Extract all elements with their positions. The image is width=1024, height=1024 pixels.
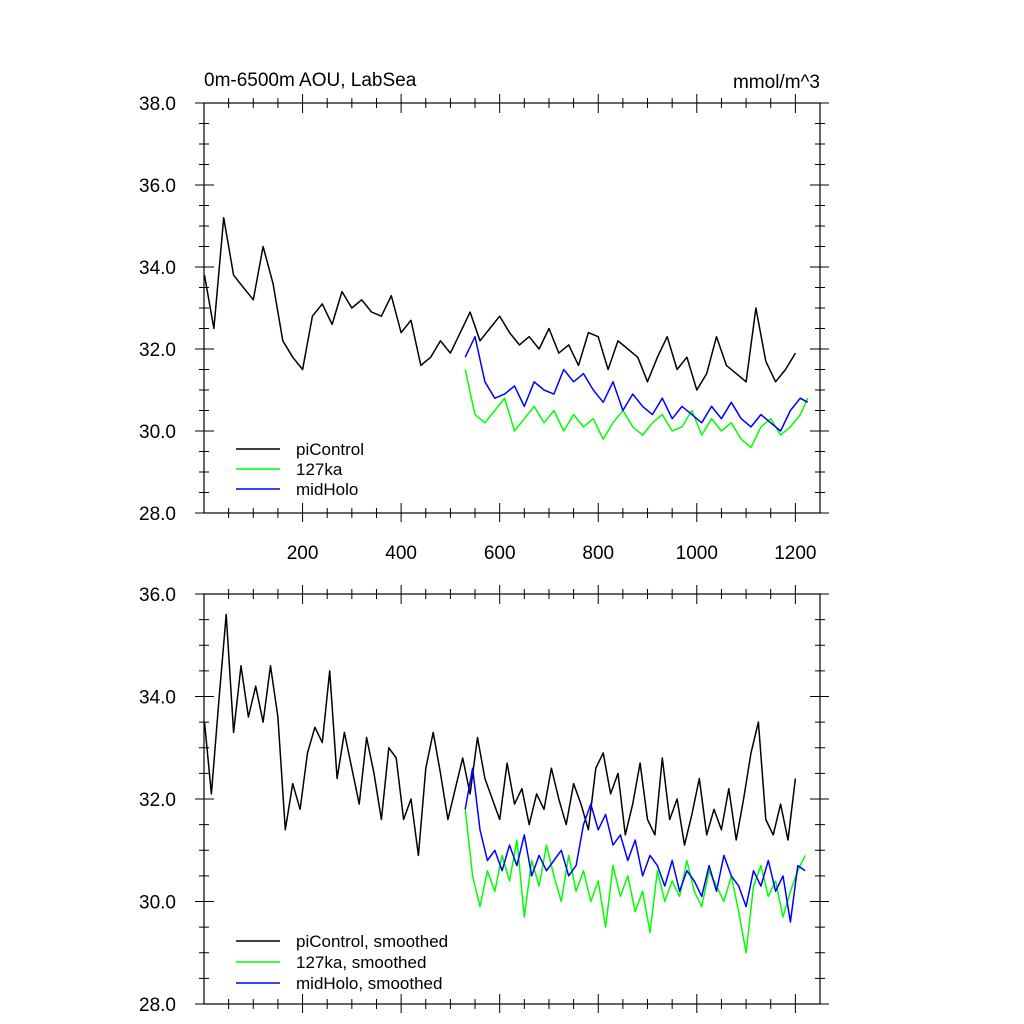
bottom-series-picontrol-smoothed: [203, 613, 797, 857]
y-tick-label: 30.0: [139, 893, 176, 914]
chart-title: 0m-6500m AOU, LabSea: [204, 70, 417, 91]
bottom-series-127ka-smoothed: [464, 809, 806, 954]
legend-label: midHolo: [296, 480, 358, 499]
top-series-127ka: [464, 369, 809, 449]
units-label: mmol/m^3: [733, 72, 820, 93]
legend-label: piControl: [296, 440, 364, 459]
top-series-midholo: [464, 335, 809, 432]
y-tick-label: 38.0: [139, 94, 176, 115]
legend-label: 127ka, smoothed: [296, 953, 426, 972]
y-tick-label: 28.0: [139, 995, 176, 1016]
y-tick-label: 34.0: [139, 258, 176, 279]
x-tick-label: 400: [385, 543, 417, 564]
x-tick-label: 600: [484, 543, 516, 564]
y-tick-label: 34.0: [139, 688, 176, 709]
x-tick-label: 1200: [774, 543, 816, 564]
bottom-series-group: [203, 613, 806, 954]
bottom-panel: 28.0 30.0 32.0 34.0 36.0 piControl, smoothed…: [139, 585, 829, 1016]
top-series-picontrol: [203, 217, 797, 391]
x-tick-label: 800: [582, 543, 614, 564]
legend-label: 127ka: [296, 460, 343, 479]
bottom-series-midholo-smoothed: [464, 767, 806, 923]
top-panel: 0m-6500m AOU, LabSea mmol/m^3 28.0 30.0 32…: [139, 70, 829, 564]
legend-label: midHolo, smoothed: [296, 974, 442, 993]
legend-label: piControl, smoothed: [296, 932, 448, 951]
top-plot-frame: [203, 102, 821, 514]
y-tick-label: 28.0: [139, 504, 176, 525]
x-tick-label: 200: [287, 543, 319, 564]
y-tick-label: 36.0: [139, 176, 176, 197]
bottom-legend: piControl, smoothed 127ka, smoothed midHol…: [236, 932, 448, 993]
y-tick-label: 30.0: [139, 422, 176, 443]
y-tick-label: 32.0: [139, 340, 176, 361]
y-tick-label: 36.0: [139, 585, 176, 606]
x-tick-label: 1000: [676, 543, 718, 564]
bottom-plot-frame: [203, 593, 821, 1005]
y-tick-label: 32.0: [139, 790, 176, 811]
top-series-group: [203, 217, 809, 449]
